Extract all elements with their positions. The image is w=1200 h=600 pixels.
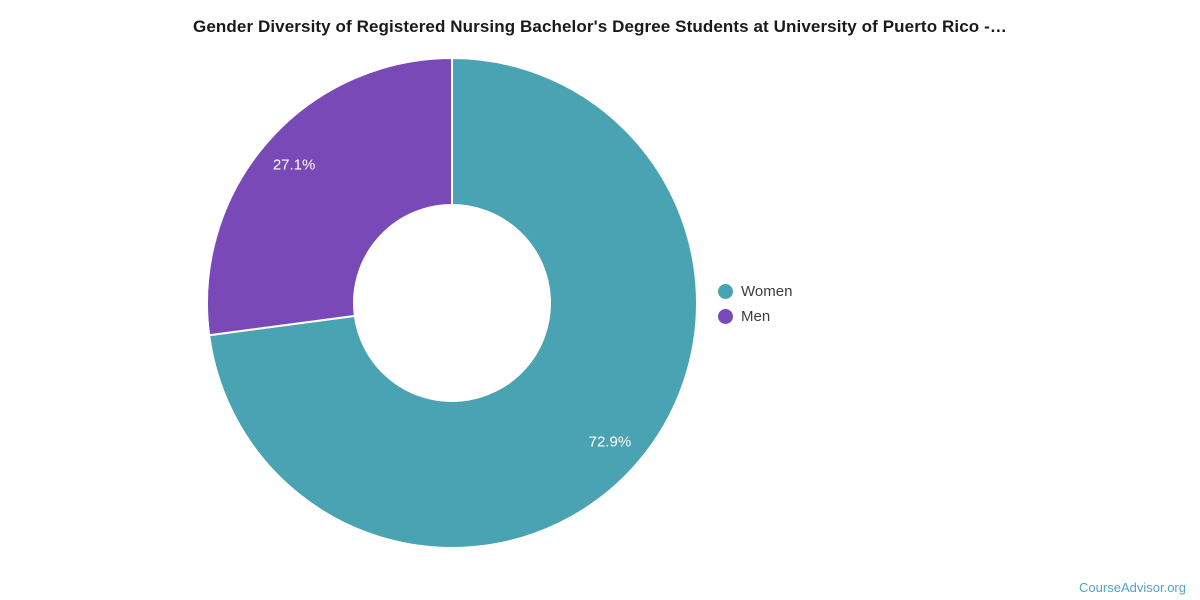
pie-slice-women[interactable] xyxy=(208,57,698,549)
chart-title: Gender Diversity of Registered Nursing B… xyxy=(193,17,1007,36)
pie-slice-men[interactable] xyxy=(206,57,453,337)
legend-item-women[interactable]: Women xyxy=(718,279,792,304)
legend-marker-men xyxy=(718,309,733,324)
slice-percent-label-women: 72.9% xyxy=(589,433,632,450)
legend-label-men: Men xyxy=(741,308,771,325)
slice-percent-label-men: 27.1% xyxy=(273,157,316,174)
legend: Women Men xyxy=(718,279,792,329)
watermark-link[interactable]: CourseAdvisor.org xyxy=(1079,580,1186,595)
legend-label-women: Women xyxy=(741,283,793,300)
legend-marker-women xyxy=(718,284,733,299)
legend-item-men[interactable]: Men xyxy=(718,304,792,329)
